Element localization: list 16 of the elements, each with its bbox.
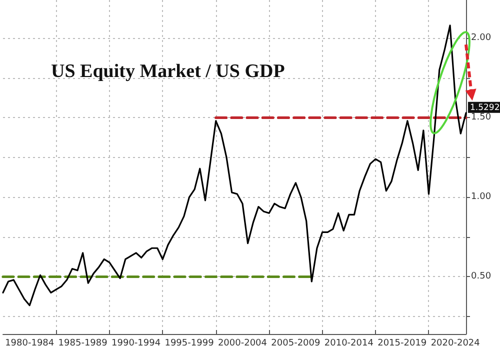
- x-tick-label: 2010-2014: [324, 338, 374, 348]
- x-tick-label: 2000-2004: [218, 338, 268, 348]
- y-tick-label: 2.00: [471, 33, 492, 44]
- text: US Equity Market / US GDP: [51, 61, 286, 82]
- x-tick-label: 1990-1994: [112, 338, 161, 348]
- y-tick-label: 1.00: [471, 192, 492, 202]
- y-tick-label: 0.50: [471, 272, 492, 282]
- x-tick-label: 2020-2024: [430, 338, 480, 348]
- y-tick-label: 1.50: [471, 112, 492, 123]
- x-tick-label: 1985-1989: [58, 338, 108, 348]
- x-tick-label: 2005-2009: [271, 338, 320, 348]
- x-tick-label: 1995-1999: [164, 338, 214, 348]
- line-series: [2, 24, 467, 306]
- x-tick-label: 2015-2019: [378, 338, 427, 348]
- x-tick-label: 1980-1984: [5, 338, 54, 348]
- text: 1.5292: [470, 102, 500, 113]
